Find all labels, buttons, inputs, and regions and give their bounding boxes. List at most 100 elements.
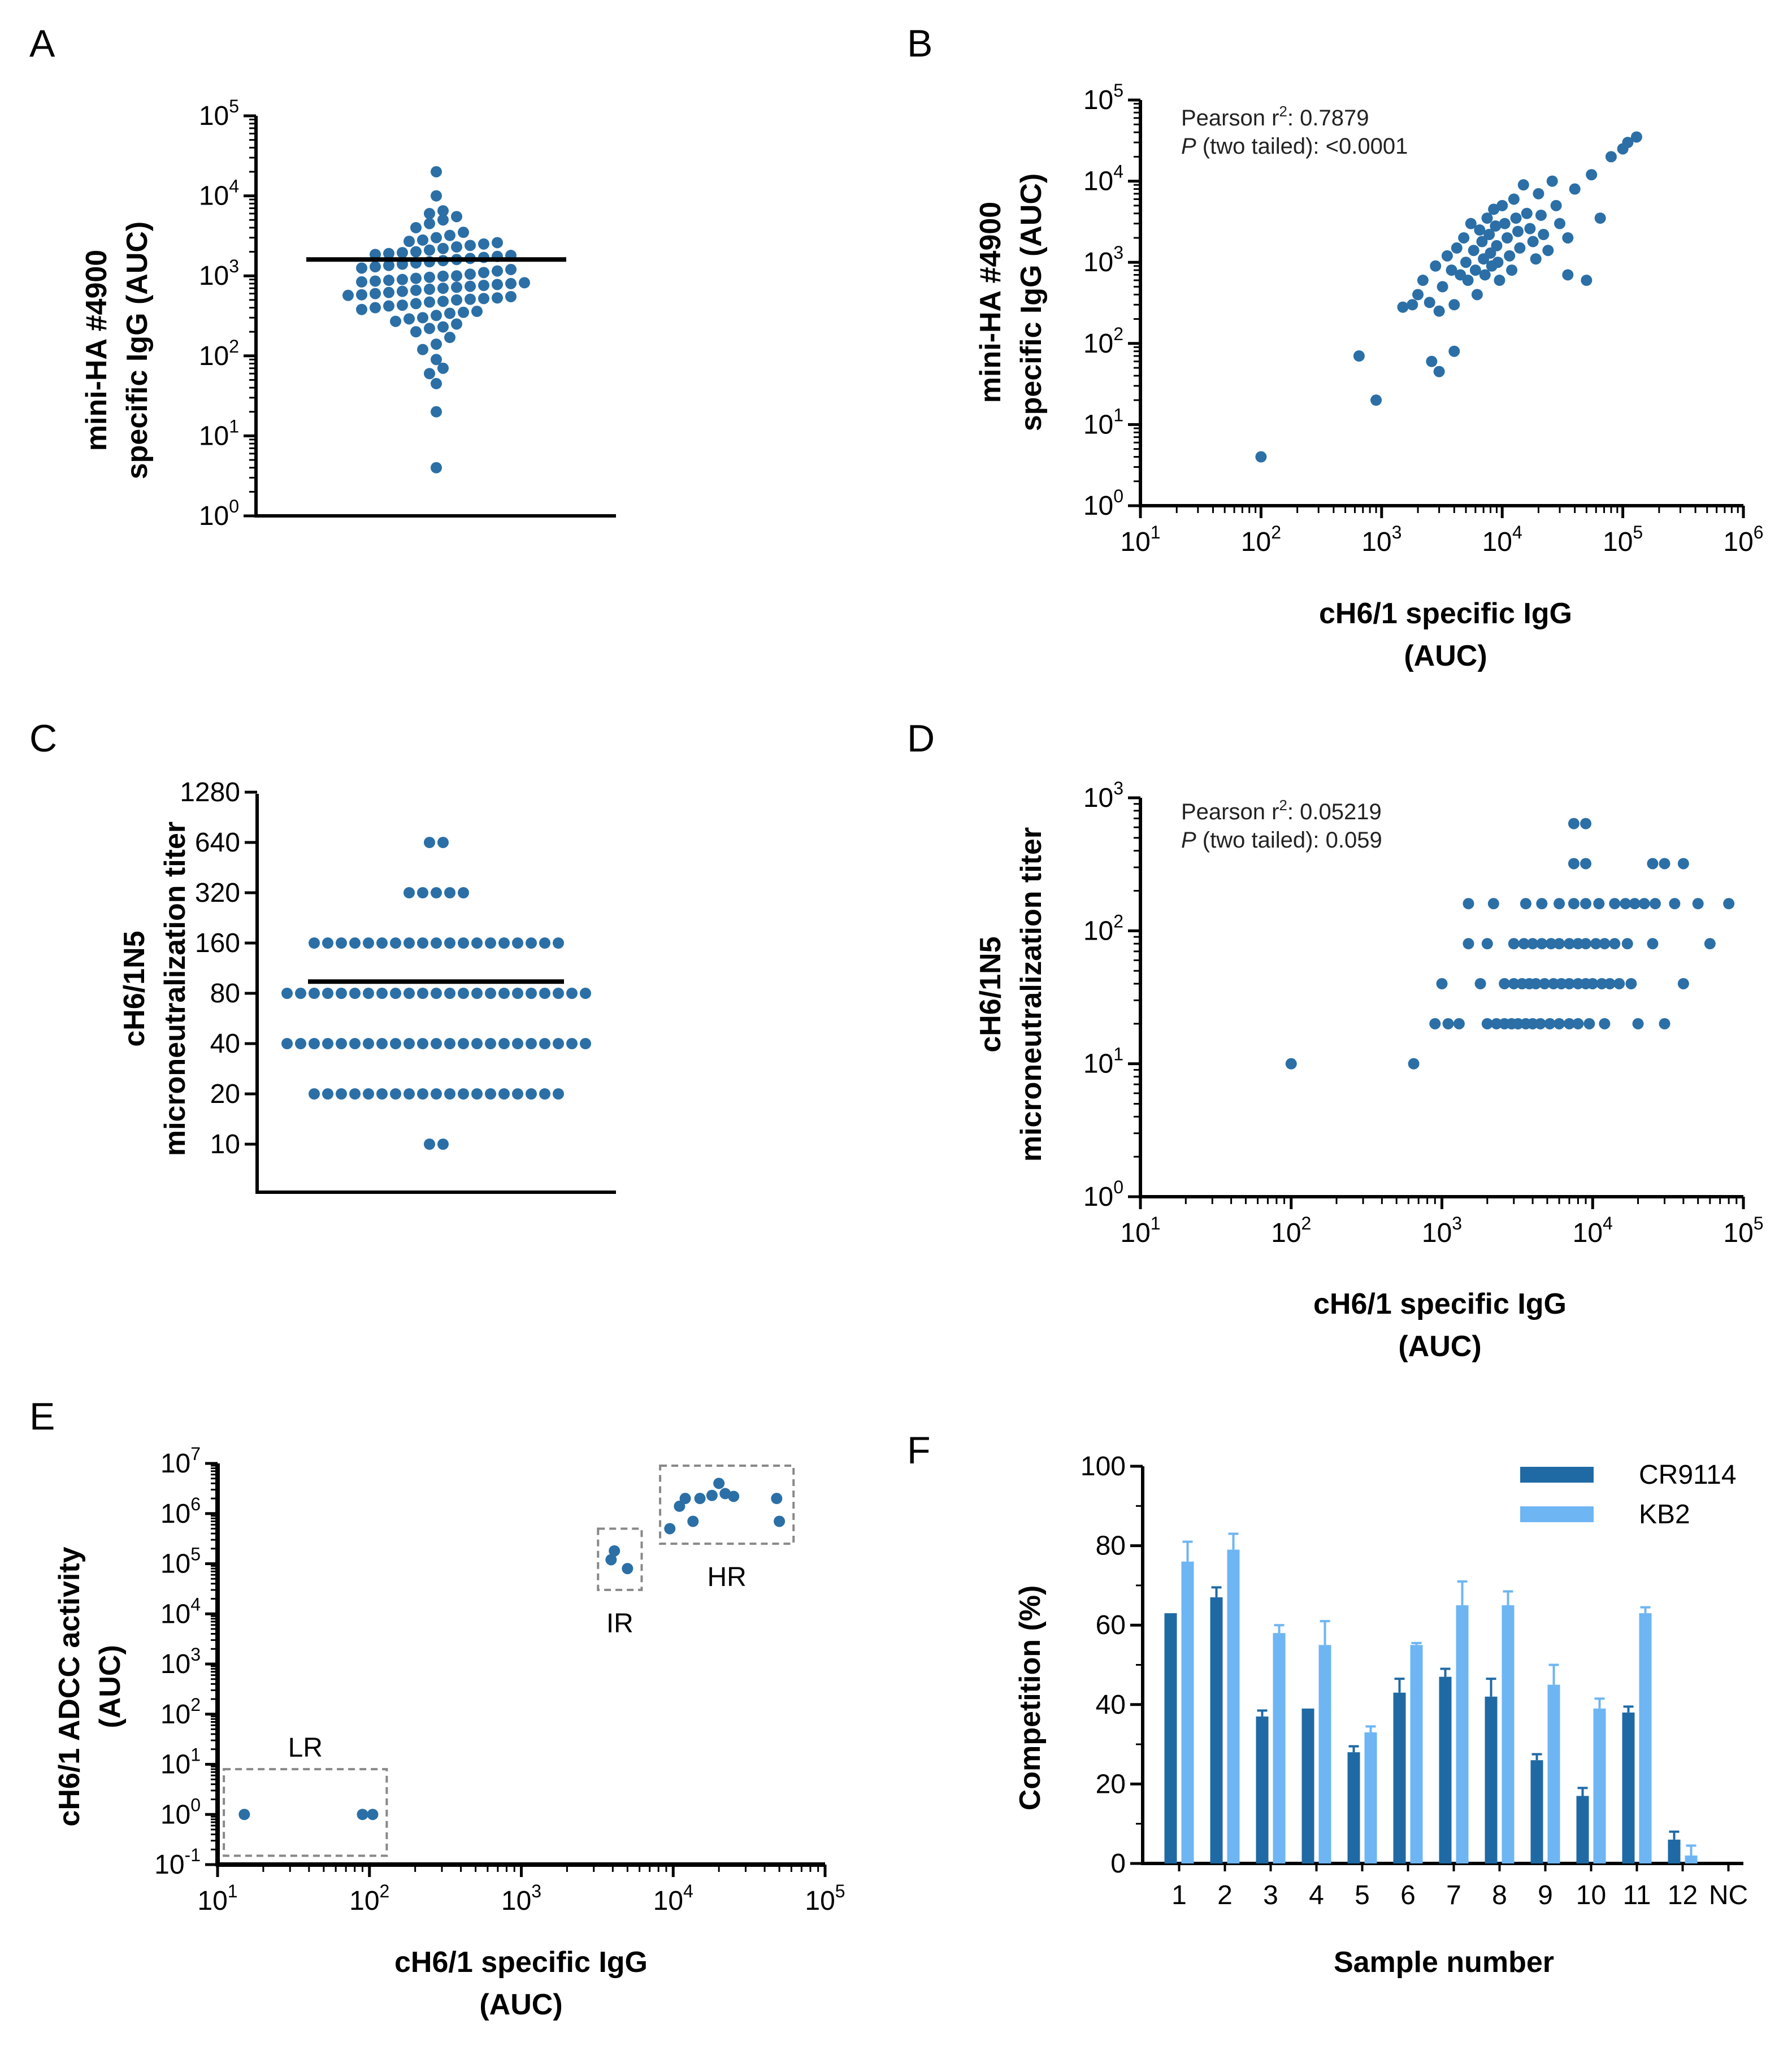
data-point bbox=[322, 937, 333, 949]
bar-kb2 bbox=[1685, 1855, 1698, 1863]
data-point bbox=[1508, 193, 1520, 205]
data-point bbox=[309, 937, 320, 949]
data-point bbox=[465, 280, 476, 292]
data-point bbox=[322, 988, 333, 999]
data-point bbox=[417, 234, 428, 246]
x-tick-label: 101 bbox=[1120, 1213, 1160, 1248]
data-point bbox=[1622, 137, 1634, 149]
y-tick-label: 80 bbox=[210, 979, 240, 1009]
panel-e-xlabel-line1: cH6/1 specific IgG bbox=[394, 1946, 648, 1979]
data-point bbox=[622, 1563, 634, 1575]
x-tick-label: 11 bbox=[1623, 1880, 1651, 1910]
data-point bbox=[451, 211, 462, 223]
data-point bbox=[309, 1088, 320, 1100]
data-point bbox=[309, 988, 320, 999]
x-tick-label: 10 bbox=[1576, 1880, 1606, 1910]
panel-f-label: F bbox=[907, 1429, 931, 1472]
data-point bbox=[390, 937, 401, 949]
data-point bbox=[437, 242, 449, 254]
data-point bbox=[1458, 232, 1470, 244]
data-point bbox=[679, 1493, 691, 1505]
y-tick-label: 105 bbox=[160, 1544, 201, 1579]
data-point bbox=[444, 1038, 455, 1049]
y-tick-label: 10-1 bbox=[154, 1845, 201, 1880]
y-tick-label: 1280 bbox=[180, 777, 240, 807]
bar-cr9114 bbox=[1393, 1692, 1406, 1863]
data-point bbox=[437, 296, 449, 307]
data-point bbox=[1568, 898, 1580, 910]
panel-c-label: C bbox=[29, 717, 57, 760]
data-point bbox=[1506, 264, 1518, 276]
data-point bbox=[437, 837, 449, 848]
data-point bbox=[397, 247, 408, 259]
data-point bbox=[674, 1500, 685, 1512]
data-point bbox=[424, 368, 435, 380]
data-point bbox=[1572, 1018, 1584, 1029]
data-point bbox=[1604, 977, 1616, 989]
data-point bbox=[1580, 818, 1592, 829]
bar-cr9114 bbox=[1668, 1839, 1681, 1863]
data-point bbox=[295, 1038, 306, 1049]
data-point bbox=[1544, 1018, 1556, 1029]
data-point bbox=[1599, 1018, 1611, 1029]
data-point bbox=[471, 306, 483, 318]
panel-a-ylabel-line1: mini-HA #4900 bbox=[80, 250, 113, 451]
data-point bbox=[1569, 183, 1581, 195]
panel-d-xlabel-line2: (AUC) bbox=[1398, 1330, 1481, 1363]
data-point bbox=[424, 296, 435, 308]
bar-kb2 bbox=[1410, 1645, 1423, 1863]
data-point bbox=[363, 1038, 374, 1049]
data-point bbox=[431, 887, 442, 898]
data-point bbox=[478, 293, 489, 305]
data-point bbox=[431, 937, 442, 949]
data-point bbox=[451, 294, 462, 306]
data-point bbox=[336, 988, 347, 999]
data-point bbox=[370, 288, 381, 299]
data-point bbox=[526, 1038, 537, 1049]
y-tick-label: 160 bbox=[195, 928, 240, 958]
y-tick-label: 101 bbox=[160, 1745, 201, 1780]
data-point bbox=[1508, 938, 1520, 950]
data-point bbox=[1590, 938, 1602, 950]
data-point bbox=[1669, 898, 1681, 910]
data-point bbox=[417, 988, 428, 999]
panel-f-xlabel: Sample number bbox=[1334, 1946, 1554, 1979]
bar-cr9114 bbox=[1622, 1712, 1635, 1863]
data-point bbox=[505, 277, 517, 289]
data-point bbox=[1446, 264, 1457, 276]
data-point bbox=[1491, 240, 1503, 251]
data-point bbox=[1562, 269, 1574, 281]
y-tick-label: 640 bbox=[195, 828, 240, 858]
data-point bbox=[1554, 218, 1566, 229]
data-point bbox=[410, 246, 422, 258]
data-point bbox=[771, 1493, 783, 1505]
data-point bbox=[713, 1478, 725, 1489]
panel-f-ylabel: Competition (%) bbox=[1014, 1585, 1047, 1811]
data-point bbox=[431, 310, 442, 321]
data-point bbox=[451, 281, 462, 293]
data-point bbox=[1448, 345, 1460, 357]
data-point bbox=[383, 286, 394, 298]
data-point bbox=[437, 1139, 449, 1150]
data-point bbox=[553, 937, 564, 949]
data-point bbox=[1255, 451, 1267, 463]
data-point bbox=[566, 1038, 578, 1049]
panel-d-xlabel-line1: cH6/1 specific IgG bbox=[1313, 1288, 1567, 1320]
group-label-ir: IR bbox=[606, 1609, 634, 1639]
data-point bbox=[309, 1038, 320, 1049]
data-point bbox=[1647, 938, 1659, 950]
data-point bbox=[1514, 242, 1526, 254]
data-point bbox=[478, 280, 489, 292]
data-point bbox=[1465, 218, 1477, 229]
data-point bbox=[437, 362, 449, 374]
data-point bbox=[1508, 977, 1520, 989]
panel-b-label: B bbox=[907, 22, 932, 65]
data-point bbox=[1437, 281, 1448, 293]
data-point bbox=[498, 1088, 510, 1100]
data-point bbox=[539, 937, 550, 949]
data-point bbox=[403, 236, 415, 247]
y-tick-label: 102 bbox=[160, 1695, 201, 1730]
data-point bbox=[1629, 898, 1641, 910]
data-point bbox=[539, 988, 550, 999]
